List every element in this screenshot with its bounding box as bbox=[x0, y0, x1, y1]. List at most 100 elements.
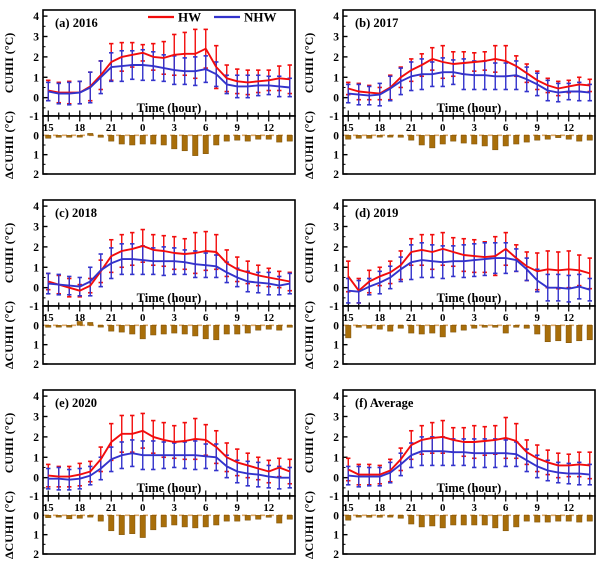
delta-bar bbox=[192, 135, 199, 156]
delta-bar bbox=[150, 135, 157, 145]
delta-bar bbox=[450, 515, 457, 526]
svg-text:-1: -1 bbox=[329, 301, 339, 313]
svg-text:-1: -1 bbox=[29, 491, 39, 503]
x-axis-ticks bbox=[347, 490, 591, 502]
delta-bar bbox=[460, 325, 467, 331]
delta-bar bbox=[213, 325, 220, 341]
y-axis-title-bottom: ΔCUHII (°C) bbox=[302, 301, 316, 369]
delta-bar bbox=[286, 515, 293, 520]
panel-e: 0 1 2 3 4 -1 0 1 2 15 18 21 0 3 6 9 12 (e) 2020 Time (hour… bbox=[0, 380, 300, 569]
delta-bar bbox=[366, 135, 373, 139]
delta-bar bbox=[192, 325, 199, 337]
svg-text:4: 4 bbox=[333, 391, 339, 403]
svg-text:0: 0 bbox=[140, 502, 145, 514]
hw-line bbox=[347, 247, 591, 292]
panel-label: (e) 2020 bbox=[55, 396, 97, 410]
delta-bar bbox=[171, 325, 178, 334]
svg-text:15: 15 bbox=[343, 502, 354, 514]
delta-bar bbox=[244, 325, 251, 334]
x-axis-ticks bbox=[47, 490, 291, 502]
delta-bar bbox=[439, 135, 446, 145]
hw-line bbox=[48, 244, 290, 292]
svg-text:18: 18 bbox=[374, 502, 385, 514]
hw-line bbox=[347, 435, 590, 476]
delta-bar bbox=[555, 135, 562, 138]
delta-bar bbox=[502, 325, 509, 334]
delta-bar bbox=[213, 515, 220, 526]
svg-text:2: 2 bbox=[333, 432, 339, 444]
y-axis-top: 0 1 2 3 4 bbox=[333, 201, 348, 299]
panel-d: 0 1 2 3 4 -1 0 1 2 15 18 21 0 3 6 9 12 (d) 2019 Time (hour… bbox=[300, 190, 600, 379]
svg-text:21: 21 bbox=[106, 502, 117, 514]
x-axis-ticks bbox=[347, 300, 591, 312]
x-axis-ticks bbox=[47, 300, 291, 312]
delta-bar bbox=[460, 135, 467, 144]
delta-bar bbox=[265, 135, 272, 140]
svg-text:12: 12 bbox=[563, 122, 574, 134]
delta-bar bbox=[202, 135, 209, 154]
delta-bar bbox=[129, 515, 136, 534]
svg-text:0: 0 bbox=[33, 320, 39, 332]
svg-text:21: 21 bbox=[406, 502, 417, 514]
delta-bar bbox=[534, 515, 541, 523]
delta-bar bbox=[45, 135, 52, 139]
svg-text:12: 12 bbox=[563, 312, 574, 324]
delta-bar bbox=[544, 135, 551, 140]
delta-bar bbox=[492, 135, 499, 151]
svg-text:18: 18 bbox=[74, 122, 85, 134]
delta-bar bbox=[45, 325, 52, 328]
delta-bar bbox=[345, 515, 352, 521]
svg-text:3: 3 bbox=[172, 122, 178, 134]
delta-bar bbox=[255, 135, 262, 140]
panel-label: (b) 2017 bbox=[355, 16, 398, 30]
delta-bar bbox=[244, 515, 251, 521]
svg-text:0: 0 bbox=[140, 312, 145, 324]
svg-text:9: 9 bbox=[235, 502, 241, 514]
delta-bar bbox=[355, 135, 362, 139]
delta-bar bbox=[397, 515, 404, 519]
y-axis-title-top: CUHII (°C) bbox=[302, 413, 316, 473]
delta-bar bbox=[255, 515, 262, 520]
delta-bar bbox=[450, 135, 457, 142]
delta-bar bbox=[76, 135, 83, 138]
nhw-line bbox=[348, 71, 590, 97]
svg-text:3: 3 bbox=[33, 222, 39, 234]
delta-bar bbox=[471, 515, 478, 526]
top-plot-frame bbox=[42, 389, 296, 497]
svg-text:12: 12 bbox=[263, 502, 274, 514]
delta-bar bbox=[108, 135, 115, 142]
delta-bar bbox=[544, 515, 551, 523]
svg-text:0: 0 bbox=[440, 312, 445, 324]
delta-bar bbox=[345, 135, 352, 140]
delta-bar bbox=[234, 325, 241, 335]
svg-text:2: 2 bbox=[33, 169, 39, 181]
delta-bar bbox=[276, 325, 283, 331]
delta-bar bbox=[139, 515, 146, 538]
delta-bar bbox=[150, 325, 157, 336]
svg-text:1: 1 bbox=[33, 72, 39, 84]
x-axis-title: Time (hour) bbox=[137, 291, 202, 305]
bottom-plot-frame bbox=[342, 495, 596, 555]
svg-text:21: 21 bbox=[406, 312, 417, 324]
svg-text:6: 6 bbox=[203, 502, 209, 514]
svg-text:2: 2 bbox=[333, 359, 339, 371]
svg-text:12: 12 bbox=[263, 122, 274, 134]
panel-label: (f) Average bbox=[355, 396, 414, 410]
delta-bar bbox=[97, 325, 104, 328]
delta-bar bbox=[397, 325, 404, 329]
svg-text:4: 4 bbox=[33, 391, 39, 403]
svg-text:9: 9 bbox=[535, 312, 541, 324]
svg-text:9: 9 bbox=[535, 122, 541, 134]
svg-text:9: 9 bbox=[235, 312, 241, 324]
delta-bars bbox=[345, 135, 593, 151]
y-axis-top: 0 1 2 3 4 bbox=[33, 201, 48, 299]
x-axis-title: Time (hour) bbox=[437, 481, 502, 495]
delta-bar bbox=[202, 515, 209, 528]
svg-text:1: 1 bbox=[333, 72, 339, 84]
delta-bar bbox=[286, 325, 293, 328]
